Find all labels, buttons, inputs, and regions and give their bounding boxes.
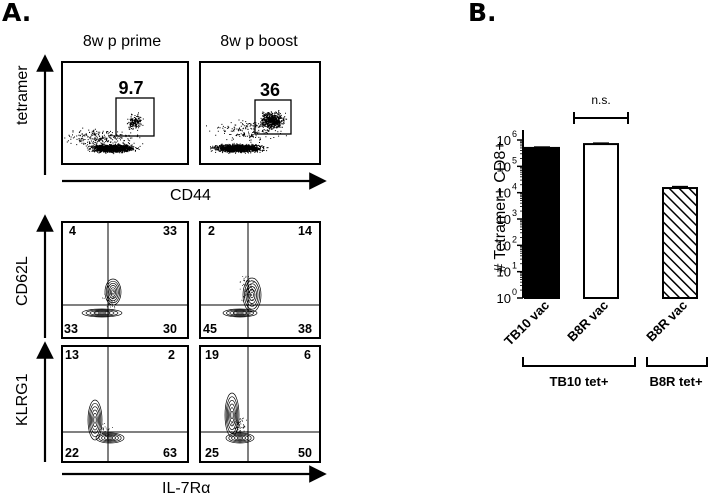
y-tick-label: 10 <box>497 186 511 201</box>
klrg1-prime-br: 63 <box>163 446 177 460</box>
bar-marks <box>524 142 698 300</box>
klrg1-plot-prime <box>61 345 189 463</box>
cd62l-boost-bl: 45 <box>203 322 217 336</box>
tetramer-gate-boost <box>254 99 292 135</box>
tetramer-gate-value-boost: 36 <box>259 80 281 100</box>
klrg1-boost-br: 50 <box>298 446 312 460</box>
y-tick-exponent: 0 <box>512 287 517 297</box>
panel-a-label: A. <box>2 0 32 27</box>
cd62l-prime-bl: 33 <box>64 322 78 336</box>
cd62l-boost-br: 38 <box>298 322 312 336</box>
cd62l-plot-prime <box>61 221 189 339</box>
y-tick-label: 10 <box>497 212 511 227</box>
y-tick-label: 10 <box>497 159 511 174</box>
cd62l-plot-boost <box>199 221 321 339</box>
bar-0 <box>524 146 560 299</box>
cd62l-prime-tr: 33 <box>163 224 177 238</box>
y-tick-label: 10 <box>497 265 511 280</box>
y-tick-exponent: 1 <box>512 261 517 271</box>
bar-category-labels: TB10 vac B8R vac B8R vac <box>501 298 690 349</box>
ns-bracket: n.s. <box>573 93 629 124</box>
tetramer-gate-prime <box>115 97 155 137</box>
klrg1-contour-prime <box>87 399 125 444</box>
cd62l-prime-br: 30 <box>163 322 177 336</box>
cd62l-ylabel: CD62L <box>14 256 31 306</box>
klrg1-plot-boost <box>199 345 321 463</box>
cd44-xlabel: CD44 <box>170 187 211 204</box>
klrg1-prime-tr: 2 <box>168 348 175 362</box>
il7r-xlabel: IL-7Rα <box>162 480 211 497</box>
y-tick-exponent: 6 <box>512 129 517 139</box>
cd62l-boost-tr: 14 <box>298 224 312 238</box>
y-tick-exponent: 3 <box>512 208 517 218</box>
flow-plots <box>36 54 327 483</box>
category-label-2: B8R vac <box>643 298 690 345</box>
col-title-boost: 8w p boost <box>220 33 298 50</box>
klrg1-ylabel: KLRG1 <box>14 373 31 426</box>
y-tick-exponent: 4 <box>512 182 517 192</box>
y-tick-label: 10 <box>497 291 511 306</box>
group-label-tb10: TB10 tet+ <box>550 374 609 389</box>
group-brackets: TB10 tet+ B8R tet+ <box>522 357 708 389</box>
klrg1-boost-bl: 25 <box>205 446 219 460</box>
y-tick-label: 10 <box>497 238 511 253</box>
y-tick-exponent: 2 <box>512 234 517 244</box>
klrg1-prime-bl: 22 <box>65 446 79 460</box>
tetramer-ylabel: tetramer <box>14 65 31 125</box>
col-title-prime: 8w p prime <box>82 33 162 50</box>
klrg1-boost-tr: 6 <box>304 348 311 362</box>
bar-1 <box>583 143 619 299</box>
klrg1-contour-boost <box>224 392 255 444</box>
bar-ylabel: # Tetramer+ CD8+ <box>492 141 509 272</box>
tetramer-dots-boost <box>206 110 288 154</box>
tetramer-plot-boost <box>199 61 321 165</box>
y-tick-exponent: 5 <box>512 155 517 165</box>
tetramer-gate-value-prime: 9.7 <box>118 78 144 98</box>
klrg1-boost-tl: 19 <box>205 348 219 362</box>
cd62l-prime-tl: 4 <box>69 224 76 238</box>
bar-2 <box>662 187 698 300</box>
group-label-b8r: B8R tet+ <box>649 374 703 389</box>
tetramer-plot-prime <box>61 61 189 165</box>
panel-b-label: B. <box>468 0 497 27</box>
tetramer-dots-prime <box>64 112 144 155</box>
ns-annotation: n.s. <box>591 93 610 107</box>
category-label-1: B8R vac <box>564 298 611 345</box>
y-tick-label: 10 <box>497 133 511 148</box>
cd62l-contour-boost <box>222 275 262 318</box>
cd62l-contour-prime <box>81 278 123 318</box>
cd62l-boost-tl: 2 <box>208 224 215 238</box>
klrg1-prime-tl: 13 <box>65 348 79 362</box>
